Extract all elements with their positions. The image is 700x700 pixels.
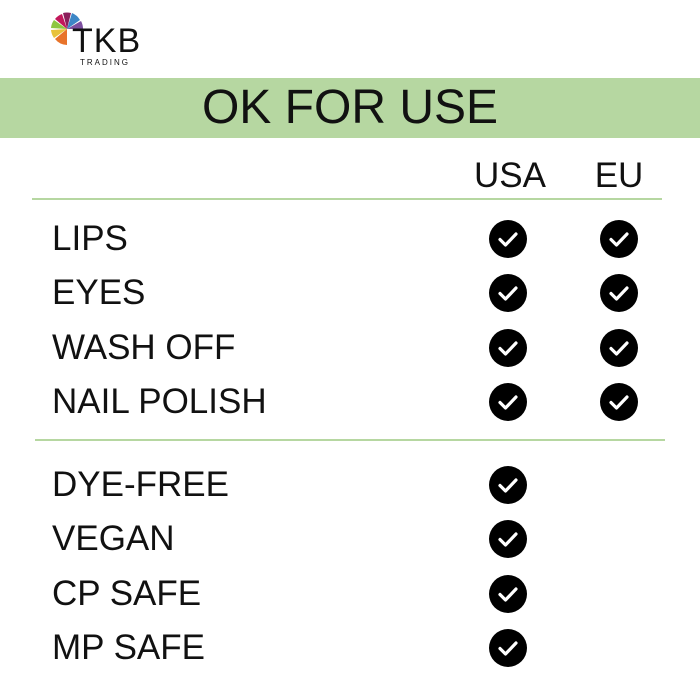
check-icon-usa: [489, 383, 527, 421]
check-icon-usa: [489, 466, 527, 504]
table-row: CP SAFE: [0, 569, 700, 619]
page-title: OK FOR USE: [201, 81, 499, 134]
row-label: DYE-FREE: [52, 465, 229, 504]
logo-subtitle: TRADING: [80, 58, 130, 67]
title-banner: OK FOR USE: [0, 78, 700, 138]
table-row: WASH OFF: [0, 323, 700, 373]
check-icon-eu: [600, 383, 638, 421]
check-icon-usa: [489, 220, 527, 258]
check-icon-usa: [489, 329, 527, 367]
check-icon-eu: [600, 220, 638, 258]
check-icon-usa: [489, 274, 527, 312]
column-header-eu: EU: [594, 156, 644, 195]
row-label: CP SAFE: [52, 574, 202, 613]
table-row: EYES: [0, 268, 700, 318]
table-row: MP SAFE: [0, 623, 700, 673]
row-label: MP SAFE: [52, 628, 206, 667]
divider: [35, 439, 665, 441]
row-label: VEGAN: [52, 519, 175, 558]
logo-name: TKB: [72, 22, 142, 60]
column-header-usa: USA: [474, 156, 546, 195]
row-label: EYES: [52, 273, 146, 312]
check-icon-eu: [600, 274, 638, 312]
row-label: LIPS: [52, 219, 128, 258]
row-label: WASH OFF: [52, 328, 236, 367]
check-icon-usa: [489, 520, 527, 558]
row-label: NAIL POLISH: [52, 382, 267, 421]
check-icon-usa: [489, 629, 527, 667]
table-row: LIPS: [0, 214, 700, 264]
table-row: VEGAN: [0, 514, 700, 564]
check-icon-usa: [489, 575, 527, 613]
table-row: NAIL POLISH: [0, 377, 700, 427]
check-icon-eu: [600, 329, 638, 367]
table-row: DYE-FREE: [0, 460, 700, 510]
divider: [32, 198, 662, 200]
color-wheel-logo-icon: [51, 12, 84, 45]
